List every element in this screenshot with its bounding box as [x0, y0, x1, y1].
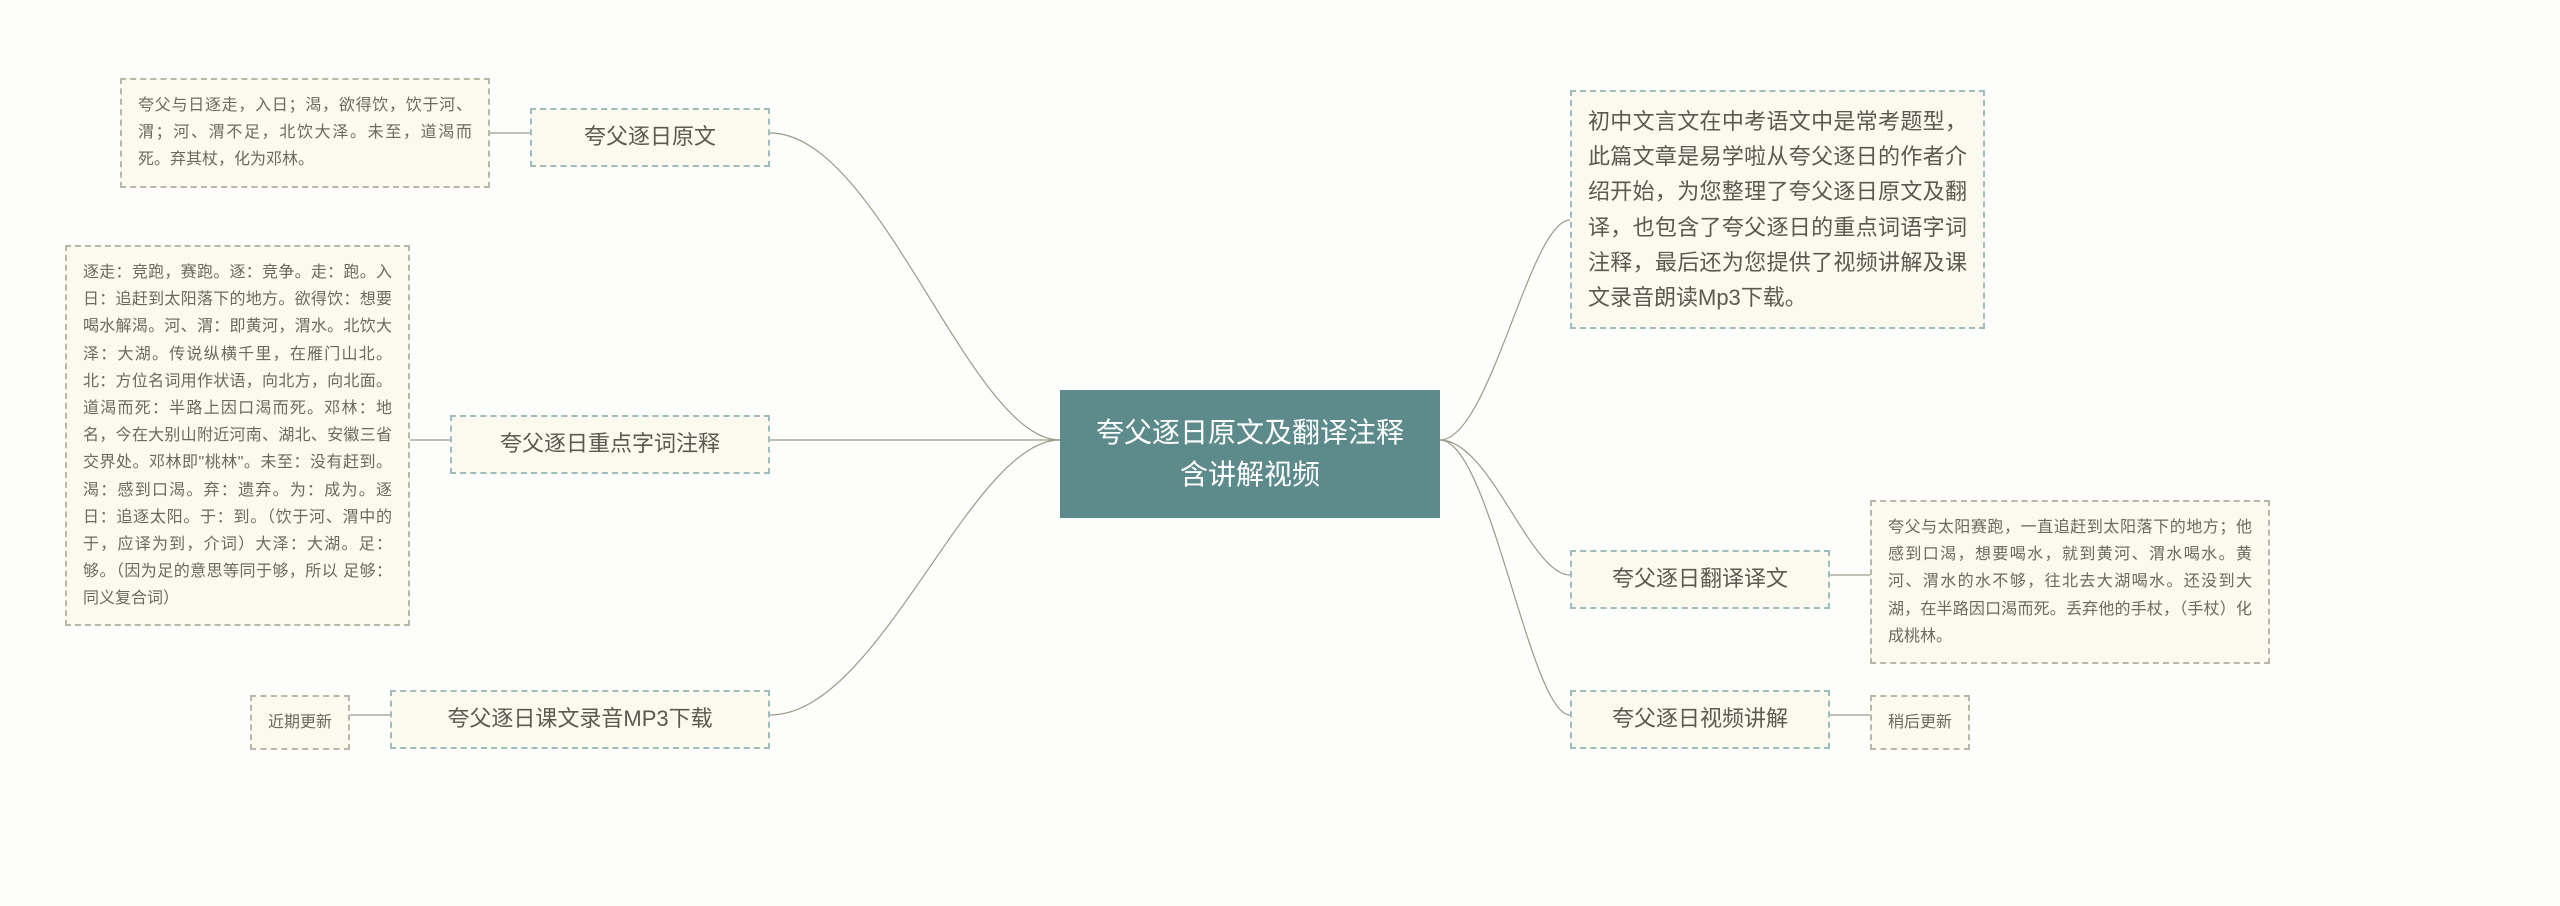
branch-original-text[interactable]: 夸父逐日原文	[530, 108, 770, 167]
branch-label: 夸父逐日翻译译文	[1612, 566, 1788, 591]
center-title-line1: 夸父逐日原文及翻译注释	[1090, 412, 1410, 454]
leaf-annotations: 逐走：竞跑，赛跑。逐：竞争。走：跑。入日：追赶到太阳落下的地方。欲得饮：想要喝水…	[65, 245, 410, 626]
leaf-content: 近期更新	[268, 714, 332, 731]
leaf-translation: 夸父与太阳赛跑，一直追赶到太阳落下的地方；他感到口渴，想要喝水，就到黄河、渭水喝…	[1870, 500, 2270, 664]
branch-mp3-download[interactable]: 夸父逐日课文录音MP3下载	[390, 690, 770, 749]
branch-translation[interactable]: 夸父逐日翻译译文	[1570, 550, 1830, 609]
leaf-content: 稍后更新	[1888, 714, 1952, 731]
branch-label: 夸父逐日原文	[584, 124, 716, 149]
leaf-original-text: 夸父与日逐走，入日；渴，欲得饮，饮于河、渭；河、渭不足，北饮大泽。未至，道渴而死…	[120, 78, 490, 188]
center-title-line2: 含讲解视频	[1090, 454, 1410, 496]
branch-label: 夸父逐日重点字词注释	[500, 431, 720, 456]
branch-video[interactable]: 夸父逐日视频讲解	[1570, 690, 1830, 749]
leaf-content: 夸父与日逐走，入日；渴，欲得饮，饮于河、渭；河、渭不足，北饮大泽。未至，道渴而死…	[138, 97, 472, 168]
leaf-content: 初中文言文在中考语文中是常考题型，此篇文章是易学啦从夸父逐日的作者介绍开始，为您…	[1588, 109, 1967, 310]
leaf-content: 逐走：竞跑，赛跑。逐：竞争。走：跑。入日：追赶到太阳落下的地方。欲得饮：想要喝水…	[83, 264, 392, 607]
leaf-intro: 初中文言文在中考语文中是常考题型，此篇文章是易学啦从夸父逐日的作者介绍开始，为您…	[1570, 90, 1985, 329]
leaf-video: 稍后更新	[1870, 695, 1970, 750]
center-topic[interactable]: 夸父逐日原文及翻译注释 含讲解视频	[1060, 390, 1440, 518]
leaf-mp3-download: 近期更新	[250, 695, 350, 750]
branch-label: 夸父逐日课文录音MP3下载	[447, 706, 712, 731]
branch-annotations[interactable]: 夸父逐日重点字词注释	[450, 415, 770, 474]
branch-label: 夸父逐日视频讲解	[1612, 706, 1788, 731]
leaf-content: 夸父与太阳赛跑，一直追赶到太阳落下的地方；他感到口渴，想要喝水，就到黄河、渭水喝…	[1888, 519, 2252, 645]
